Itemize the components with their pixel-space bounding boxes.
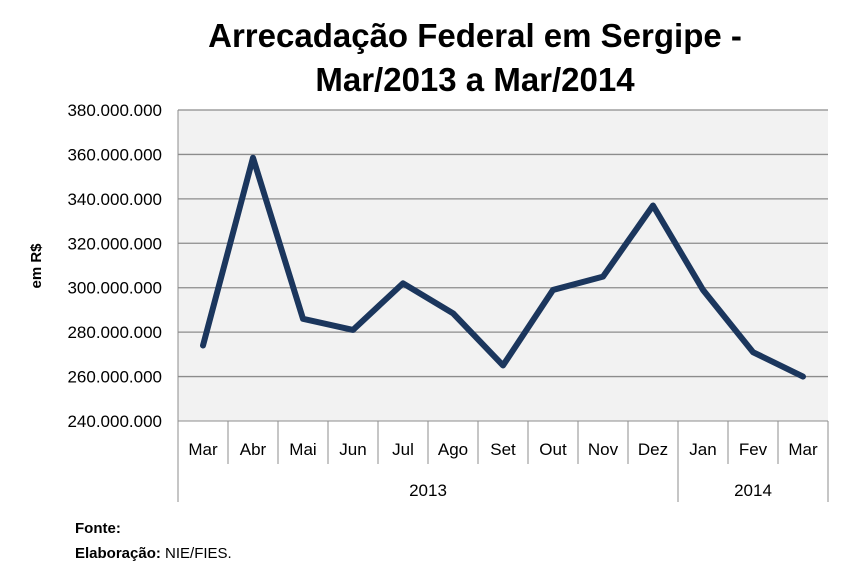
source-label: Fonte: bbox=[75, 520, 121, 537]
x-tick-label: Jan bbox=[689, 440, 716, 459]
x-tick-label: Mar bbox=[188, 440, 218, 459]
y-tick-label: 340.000.000 bbox=[67, 190, 162, 209]
footer-source: Fonte: bbox=[75, 520, 121, 537]
year-label: 2013 bbox=[409, 481, 447, 500]
x-tick-label: Abr bbox=[240, 440, 267, 459]
plot-area bbox=[178, 110, 828, 421]
y-tick-label: 260.000.000 bbox=[67, 368, 162, 387]
title-line-2: Mar/2013 a Mar/2014 bbox=[315, 61, 635, 98]
x-tick-label: Mai bbox=[289, 440, 316, 459]
elaboration-label: Elaboração: bbox=[75, 545, 161, 562]
title-line-1: Arrecadação Federal em Sergipe - bbox=[208, 17, 742, 54]
y-tick-label: 380.000.000 bbox=[67, 101, 162, 120]
y-tick-label: 300.000.000 bbox=[67, 279, 162, 298]
x-tick-label: Mar bbox=[788, 440, 818, 459]
footer-elaboration: Elaboração: NIE/FIES. bbox=[75, 545, 232, 562]
y-axis-label: em R$ bbox=[28, 243, 45, 289]
y-tick-label: 320.000.000 bbox=[67, 234, 162, 253]
y-tick-label: 280.000.000 bbox=[67, 323, 162, 342]
x-tick-label: Fev bbox=[739, 440, 768, 459]
elaboration-value: NIE/FIES. bbox=[165, 545, 232, 562]
y-tick-label: 360.000.000 bbox=[67, 145, 162, 164]
y-tick-label: 240.000.000 bbox=[67, 412, 162, 431]
chart-title: Arrecadação Federal em Sergipe - Mar/201… bbox=[150, 14, 800, 102]
x-tick-label: Jun bbox=[339, 440, 366, 459]
year-label: 2014 bbox=[734, 481, 772, 500]
x-tick-label: Set bbox=[490, 440, 516, 459]
x-tick-label: Nov bbox=[588, 440, 619, 459]
x-tick-label: Ago bbox=[438, 440, 468, 459]
x-tick-label: Dez bbox=[638, 440, 668, 459]
x-tick-label: Out bbox=[539, 440, 567, 459]
x-tick-label: Jul bbox=[392, 440, 414, 459]
